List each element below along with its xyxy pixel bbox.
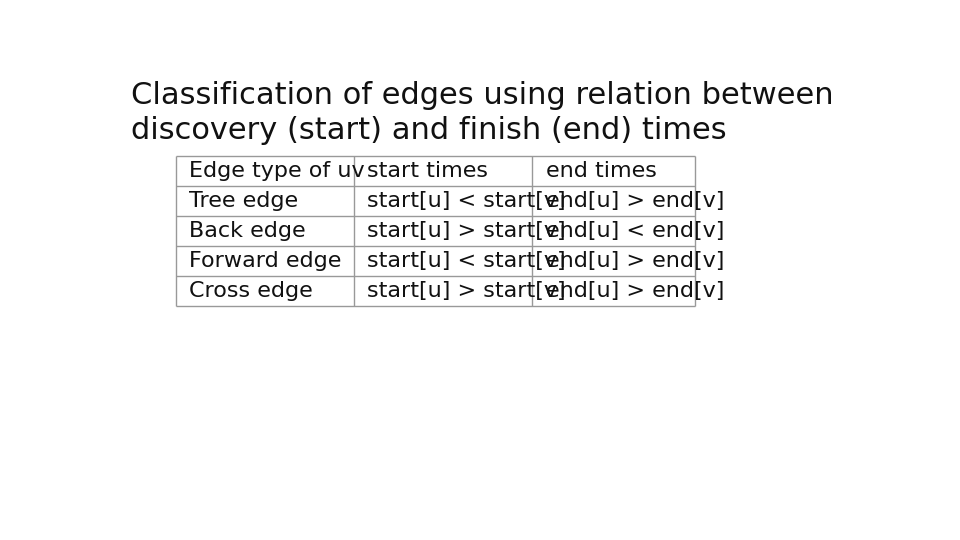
Text: Back edge: Back edge (189, 221, 306, 241)
Text: Classification of edges using relation between
discovery (start) and finish (end: Classification of edges using relation b… (132, 82, 834, 145)
Text: start[u] < start[v]: start[u] < start[v] (368, 251, 566, 271)
Text: end times: end times (545, 161, 657, 181)
Text: start times: start times (368, 161, 489, 181)
Text: Forward edge: Forward edge (189, 251, 342, 271)
Text: Edge type of uv: Edge type of uv (189, 161, 365, 181)
Text: start[u] < start[v]: start[u] < start[v] (368, 191, 566, 211)
Text: end[u] > end[v]: end[u] > end[v] (545, 191, 724, 211)
Text: Tree edge: Tree edge (189, 191, 299, 211)
Text: end[u] < end[v]: end[u] < end[v] (545, 221, 724, 241)
Text: end[u] > end[v]: end[u] > end[v] (545, 251, 724, 271)
Text: end[u] > end[v]: end[u] > end[v] (545, 281, 724, 301)
Text: start[u] > start[v]: start[u] > start[v] (368, 221, 566, 241)
Text: start[u] > start[v]: start[u] > start[v] (368, 281, 566, 301)
Text: Cross edge: Cross edge (189, 281, 313, 301)
